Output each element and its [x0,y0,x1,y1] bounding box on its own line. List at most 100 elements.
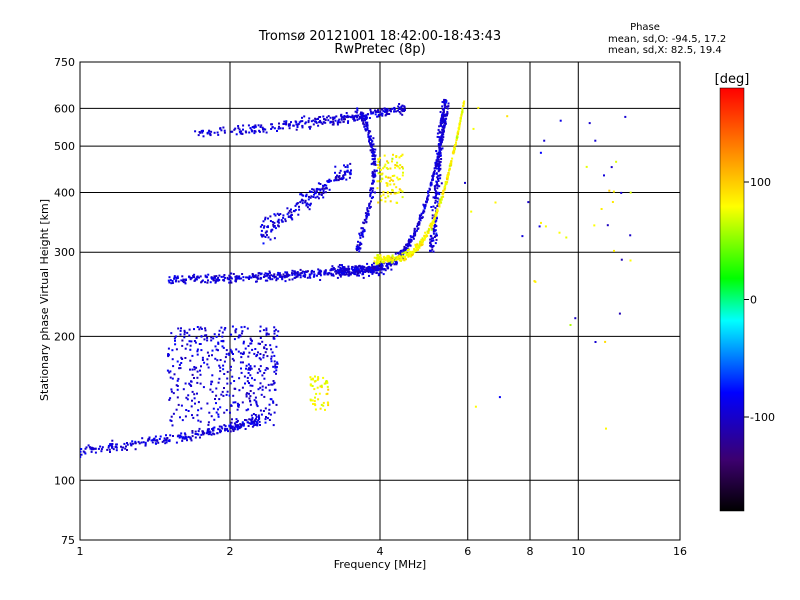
echo-point [296,202,299,205]
echo-point [235,280,237,283]
echo-point [239,132,242,135]
echo-point [341,266,344,268]
echo-point [439,177,442,180]
echo-point [193,276,196,279]
echo-point [217,428,220,431]
echo-point [259,424,261,426]
echo-point [391,255,394,258]
echo-point [264,344,267,346]
echo-point [328,180,331,183]
echo-point [90,450,93,453]
echo-point [191,431,194,434]
echo-point [213,276,216,279]
echo-point [354,269,357,271]
echo-point [429,241,432,244]
echo-point [383,107,386,110]
echo-point [434,185,437,188]
echo-point [372,143,375,146]
echo-point [356,268,359,271]
data-points [80,98,632,458]
echo-point [327,180,330,183]
echo-point [436,135,439,138]
echo-point [249,399,251,402]
echo-point [80,453,83,456]
echo-point [441,115,444,118]
echo-point [314,375,316,378]
echo-point [218,279,221,281]
echo-point [253,420,256,423]
echo-point [242,128,244,131]
echo-point [430,235,433,238]
echo-point [263,372,266,374]
echo-point [369,108,372,111]
echo-point [347,268,350,271]
echo-point [385,264,388,267]
echo-point [346,164,349,167]
echo-point [380,264,383,267]
echo-point [255,276,258,279]
echo-point [299,201,302,204]
echo-point [240,130,243,133]
echo-point [404,255,407,258]
echo-point [218,274,221,277]
echo-point [423,206,426,209]
echo-point [406,245,409,248]
echo-point [327,404,330,407]
echo-point [409,238,412,241]
echo-point [290,217,293,220]
echo-point [408,243,411,246]
echo-point [409,255,412,258]
echo-point [373,169,376,172]
echo-point [340,118,343,121]
echo-point [367,130,370,132]
echo-point [366,126,369,129]
echo-point [443,186,446,189]
echo-point [207,421,210,424]
echo-point [404,249,407,252]
echo-point [460,112,463,115]
echo-point [222,368,225,371]
echo-point [374,148,377,151]
echo-point [419,240,422,243]
echo-point [440,142,443,145]
echo-point [324,187,326,190]
echo-point [372,271,375,274]
echo-point [167,279,170,282]
echo-point [177,403,180,406]
echo-point [336,268,339,271]
echo-point [188,382,191,385]
echo-point [618,312,621,315]
echo-point [245,395,248,398]
x-axis-label: Frequency [MHz] [334,558,426,571]
echo-point [209,133,212,135]
echo-point [319,188,322,191]
echo-point [299,193,302,196]
echo-point [168,439,171,442]
echo-point [115,445,118,448]
echo-point [195,278,198,281]
echo-point [369,130,372,133]
echo-point [426,231,429,234]
echo-point [316,378,319,381]
echo-point [261,224,264,226]
echo-point [240,332,243,335]
echo-point [252,276,255,279]
echo-point [250,421,253,424]
echo-point [346,114,349,117]
echo-point [456,135,459,138]
echo-point [277,218,280,221]
echo-point [194,433,197,435]
echo-point [294,209,297,211]
echo-point [369,192,372,195]
echo-point [386,160,389,163]
echo-point [272,365,275,368]
echo-point [377,274,380,277]
echo-point [173,276,176,279]
echo-point [335,270,338,273]
echo-point [249,422,252,425]
echo-point [353,269,355,272]
echo-point [364,271,367,273]
echo-point [259,330,262,333]
echo-point [190,380,193,383]
